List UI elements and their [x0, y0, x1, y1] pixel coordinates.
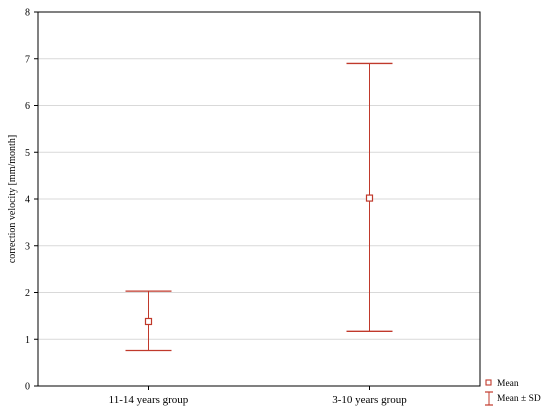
y-tick-label: 0 — [25, 382, 30, 393]
y-tick-labels: 0 1 2 3 4 5 6 7 8 — [25, 8, 30, 393]
y-tick-label: 6 — [25, 101, 30, 112]
legend-item-sd: Mean ± SD — [485, 391, 541, 406]
y-tick-label: 3 — [25, 241, 30, 252]
plot-frame — [37, 11, 481, 387]
error-bar-group — [125, 290, 172, 352]
axes — [34, 11, 481, 390]
x-tick-labels: 11-14 years group 3-10 years group — [109, 394, 408, 406]
grid-lines — [38, 58, 480, 340]
legend-item-mean: Mean — [485, 379, 519, 389]
mean-marker — [144, 317, 153, 326]
legend-mean-label: Mean — [497, 379, 519, 389]
y-tick-label: 8 — [25, 8, 30, 19]
error-bar-group — [346, 62, 393, 332]
mean-marker — [365, 194, 374, 202]
y-axis-label: correction velocity [mm/month] — [7, 135, 18, 263]
y-tick-label: 2 — [25, 288, 30, 299]
x-tick-label: 11-14 years group — [109, 394, 189, 406]
legend-mean-marker — [485, 379, 492, 386]
legend: Mean Mean ± SD — [485, 379, 541, 406]
legend-sd-label: Mean ± SD — [497, 394, 541, 404]
y-tick-label: 1 — [25, 335, 30, 346]
x-tick-label: 3-10 years group — [332, 394, 407, 406]
y-tick-label: 5 — [25, 148, 30, 159]
error-bars — [125, 62, 393, 352]
y-tick-label: 7 — [25, 54, 30, 65]
y-tick-label: 4 — [25, 195, 30, 206]
